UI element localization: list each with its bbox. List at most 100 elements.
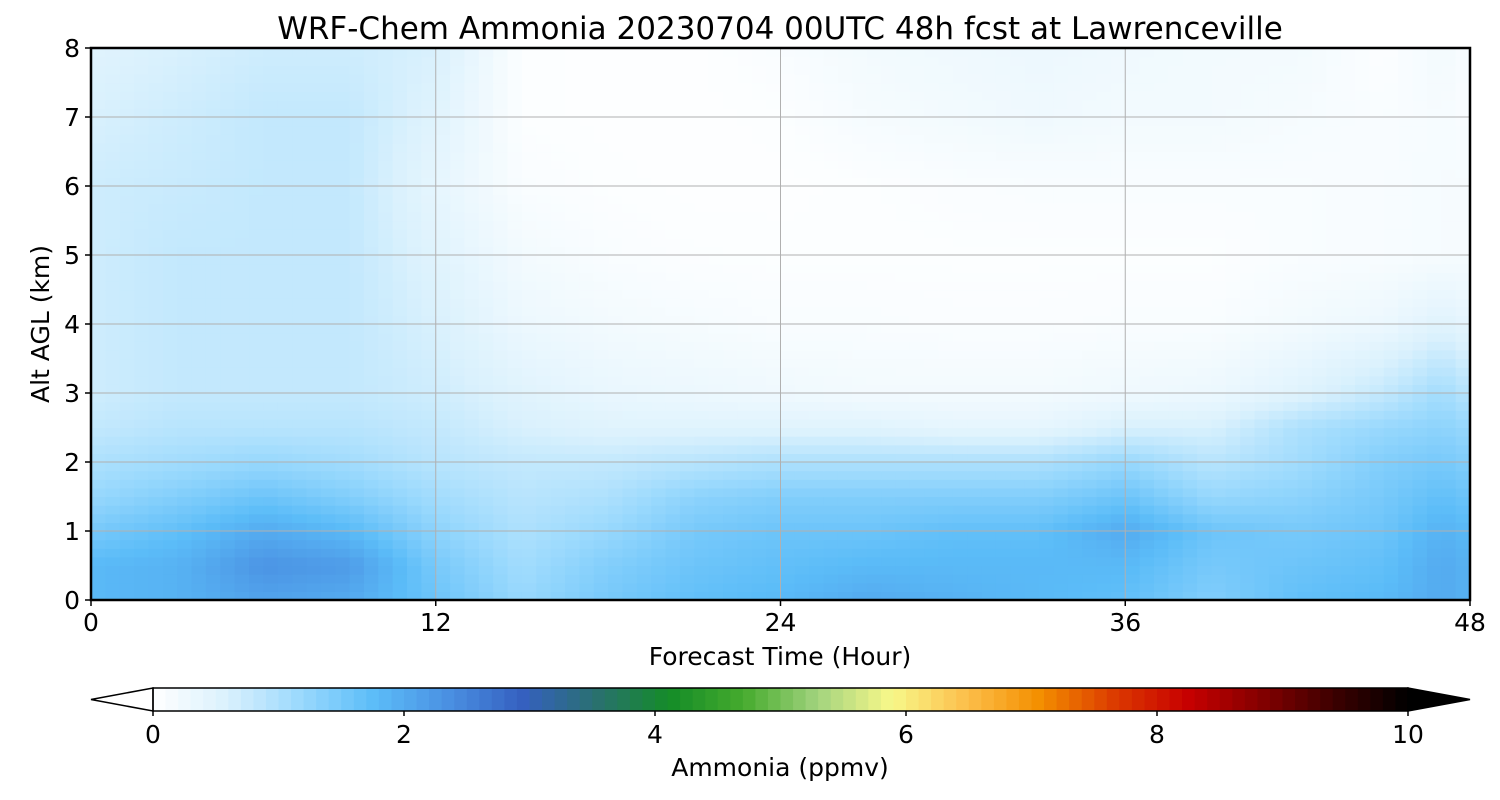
- heatmap-cell: [1398, 177, 1414, 187]
- heatmap-cell: [421, 418, 437, 429]
- heatmap-cell: [1398, 160, 1414, 170]
- heatmap-cell: [924, 324, 940, 334]
- heatmap-cell: [1096, 582, 1112, 592]
- heatmap-cell: [1340, 591, 1356, 600]
- heatmap-cell: [1240, 306, 1256, 316]
- heatmap-cell: [277, 263, 293, 273]
- heatmap-cell: [521, 186, 537, 196]
- heatmap-cell: [435, 427, 451, 437]
- heatmap-cell: [665, 375, 681, 385]
- heatmap-cell: [708, 194, 724, 204]
- heatmap-cell: [1010, 565, 1026, 575]
- heatmap-cell: [1383, 280, 1399, 291]
- heatmap-cell: [622, 513, 638, 523]
- heatmap-cell: [1139, 151, 1155, 161]
- heatmap-cell: [191, 246, 207, 256]
- heatmap-cell: [608, 341, 624, 351]
- heatmap-cell: [1168, 574, 1184, 584]
- heatmap-cell: [220, 203, 236, 213]
- heatmap-cell: [134, 298, 150, 308]
- heatmap-cell: [924, 427, 940, 437]
- heatmap-cell: [694, 462, 710, 472]
- heatmap-cell: [938, 401, 954, 411]
- heatmap-cell: [1283, 211, 1299, 222]
- heatmap-cell: [1369, 168, 1385, 178]
- heatmap-cell: [234, 479, 250, 489]
- heatmap-cell: [1067, 591, 1083, 600]
- heatmap-cell: [1383, 151, 1399, 161]
- heatmap-cell: [306, 315, 322, 325]
- heatmap-cell: [1082, 367, 1098, 377]
- heatmap-cell: [1369, 246, 1385, 256]
- heatmap-cell: [392, 496, 408, 506]
- heatmap-cell: [1254, 574, 1270, 584]
- heatmap-cell: [1426, 341, 1442, 351]
- heatmap-cell: [1340, 462, 1356, 472]
- heatmap-cell: [1039, 470, 1055, 480]
- heatmap-cell: [694, 565, 710, 575]
- heatmap-cell: [191, 255, 207, 265]
- heatmap-cell: [1039, 255, 1055, 265]
- heatmap-cell: [780, 186, 796, 196]
- heatmap-cell: [723, 548, 738, 558]
- heatmap-cell: [1455, 315, 1470, 325]
- heatmap-cell: [967, 436, 983, 446]
- heatmap-cell: [177, 263, 193, 273]
- heatmap-cell: [306, 505, 322, 515]
- heatmap-cell: [909, 263, 925, 273]
- heatmap-cell: [1240, 324, 1256, 334]
- heatmap-cell: [924, 444, 940, 454]
- heatmap-cell: [809, 306, 825, 316]
- heatmap-cell: [1182, 470, 1198, 480]
- heatmap-cell: [536, 367, 552, 377]
- heatmap-cell: [780, 229, 796, 239]
- heatmap-cell: [636, 591, 652, 600]
- heatmap-cell: [723, 487, 738, 498]
- heatmap-cell: [1383, 168, 1399, 178]
- heatmap-cell: [967, 246, 983, 256]
- heatmap-cell: [622, 375, 638, 385]
- heatmap-cell: [1369, 186, 1385, 196]
- heatmap-cell: [407, 453, 422, 463]
- heatmap-cell: [924, 487, 940, 498]
- heatmap-cell: [1283, 522, 1299, 532]
- heatmap-cell: [1211, 367, 1227, 377]
- heatmap-cell: [751, 168, 767, 178]
- heatmap-cell: [1383, 401, 1399, 411]
- heatmap-cell: [478, 470, 494, 480]
- heatmap-cell: [593, 591, 609, 600]
- heatmap-cell: [450, 556, 466, 567]
- heatmap-cell: [1311, 160, 1327, 170]
- heatmap-cell: [981, 186, 997, 196]
- heatmap-cell: [1096, 436, 1112, 446]
- heatmap-cell: [1326, 263, 1342, 273]
- heatmap-cell: [622, 177, 638, 187]
- heatmap-cell: [1398, 418, 1414, 429]
- heatmap-cell: [636, 220, 652, 230]
- heatmap-cell: [1412, 186, 1428, 196]
- heatmap-cell: [981, 263, 997, 273]
- heatmap-cell: [162, 513, 178, 523]
- heatmap-cell: [737, 177, 753, 187]
- heatmap-cell: [1096, 487, 1112, 498]
- heatmap-cell: [794, 246, 810, 256]
- heatmap-cell: [536, 513, 552, 523]
- heatmap-cell: [837, 453, 853, 463]
- heatmap-cell: [794, 479, 810, 489]
- heatmap-cell: [1182, 168, 1198, 178]
- heatmap-cell: [924, 263, 940, 273]
- heatmap-cell: [1398, 574, 1414, 584]
- heatmap-cell: [1340, 565, 1356, 575]
- heatmap-cell: [1153, 220, 1169, 230]
- heatmap-cell: [1441, 462, 1457, 472]
- heatmap-cell: [550, 462, 566, 472]
- heatmap-cell: [1125, 410, 1141, 420]
- heatmap-cell: [1225, 462, 1241, 472]
- heatmap-cell: [536, 315, 552, 325]
- heatmap-cell: [521, 418, 537, 429]
- heatmap-cell: [636, 237, 652, 247]
- heatmap-cell: [1110, 168, 1126, 178]
- heatmap-cell: [550, 349, 566, 360]
- heatmap-cell: [1053, 410, 1069, 420]
- heatmap-cell: [1455, 410, 1470, 420]
